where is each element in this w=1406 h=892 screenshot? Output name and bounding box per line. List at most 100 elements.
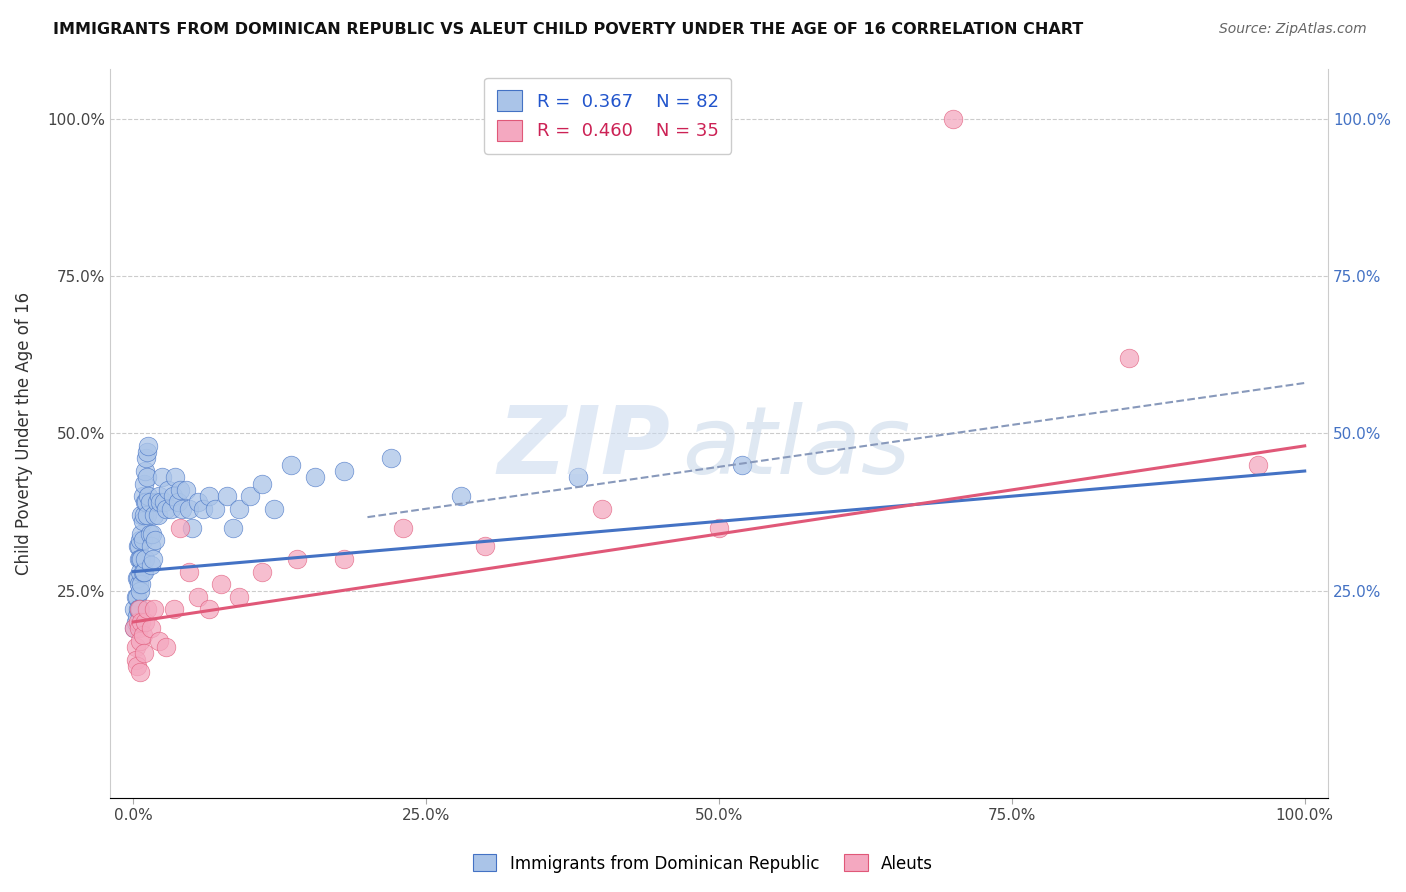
- Point: [139, 621, 162, 635]
- Point: [138, 439, 160, 453]
- Point: [131, 565, 153, 579]
- Point: [198, 489, 221, 503]
- Point: [228, 590, 250, 604]
- Point: [128, 577, 150, 591]
- Point: [285, 552, 308, 566]
- Point: [179, 501, 201, 516]
- Point: [135, 451, 157, 466]
- Point: [125, 659, 148, 673]
- Point: [169, 483, 191, 497]
- Point: [942, 112, 965, 126]
- Point: [131, 527, 153, 541]
- Point: [707, 521, 730, 535]
- Point: [129, 633, 152, 648]
- Point: [129, 583, 152, 598]
- Point: [127, 615, 149, 629]
- Point: [131, 615, 153, 629]
- Point: [155, 501, 177, 516]
- Point: [129, 533, 152, 548]
- Point: [131, 489, 153, 503]
- Point: [135, 495, 157, 509]
- Point: [149, 495, 172, 509]
- Point: [180, 521, 202, 535]
- Legend: R =  0.367    N = 82, R =  0.460    N = 35: R = 0.367 N = 82, R = 0.460 N = 35: [484, 78, 731, 153]
- Point: [124, 621, 146, 635]
- Point: [131, 508, 153, 522]
- Point: [172, 501, 194, 516]
- Point: [209, 577, 232, 591]
- Point: [304, 470, 326, 484]
- Point: [139, 558, 162, 573]
- Point: [474, 540, 496, 554]
- Point: [138, 527, 160, 541]
- Text: Source: ZipAtlas.com: Source: ZipAtlas.com: [1219, 22, 1367, 37]
- Point: [141, 527, 163, 541]
- Point: [142, 552, 165, 566]
- Point: [152, 495, 174, 509]
- Point: [193, 501, 215, 516]
- Point: [131, 577, 153, 591]
- Point: [380, 451, 402, 466]
- Point: [132, 508, 155, 522]
- Point: [131, 533, 153, 548]
- Point: [450, 489, 472, 503]
- Point: [129, 552, 152, 566]
- Point: [138, 495, 160, 509]
- Point: [124, 590, 146, 604]
- Point: [250, 565, 273, 579]
- Point: [145, 495, 167, 509]
- Point: [128, 552, 150, 566]
- Y-axis label: Child Poverty Under the Age of 16: Child Poverty Under the Age of 16: [15, 292, 32, 574]
- Point: [134, 615, 156, 629]
- Point: [143, 602, 166, 616]
- Point: [1247, 458, 1270, 472]
- Point: [155, 640, 177, 654]
- Point: [132, 476, 155, 491]
- Point: [124, 653, 146, 667]
- Point: [139, 540, 162, 554]
- Point: [162, 489, 184, 503]
- Point: [125, 608, 148, 623]
- Text: IMMIGRANTS FROM DOMINICAN REPUBLIC VS ALEUT CHILD POVERTY UNDER THE AGE OF 16 CO: IMMIGRANTS FROM DOMINICAN REPUBLIC VS AL…: [53, 22, 1084, 37]
- Point: [124, 615, 146, 629]
- Point: [134, 552, 156, 566]
- Text: atlas: atlas: [682, 402, 911, 493]
- Point: [128, 540, 150, 554]
- Point: [591, 501, 613, 516]
- Point: [163, 602, 186, 616]
- Point: [129, 665, 152, 680]
- Point: [165, 470, 187, 484]
- Point: [127, 571, 149, 585]
- Point: [239, 489, 262, 503]
- Point: [131, 552, 153, 566]
- Point: [166, 495, 188, 509]
- Point: [124, 640, 146, 654]
- Point: [198, 602, 221, 616]
- Point: [187, 590, 209, 604]
- Point: [136, 470, 159, 484]
- Point: [128, 621, 150, 635]
- Point: [1118, 351, 1140, 365]
- Point: [222, 521, 245, 535]
- Point: [128, 602, 150, 616]
- Point: [134, 464, 156, 478]
- Point: [391, 521, 413, 535]
- Point: [146, 508, 169, 522]
- Point: [179, 565, 201, 579]
- Point: [204, 501, 226, 516]
- Point: [136, 508, 159, 522]
- Point: [174, 483, 197, 497]
- Legend: Immigrants from Dominican Republic, Aleuts: Immigrants from Dominican Republic, Aleu…: [467, 847, 939, 880]
- Point: [731, 458, 754, 472]
- Point: [143, 508, 166, 522]
- Point: [136, 602, 159, 616]
- Point: [125, 590, 148, 604]
- Point: [263, 501, 285, 516]
- Point: [148, 489, 170, 503]
- Point: [127, 602, 149, 616]
- Point: [333, 464, 356, 478]
- Point: [136, 445, 159, 459]
- Point: [132, 647, 155, 661]
- Point: [215, 489, 238, 503]
- Point: [333, 552, 356, 566]
